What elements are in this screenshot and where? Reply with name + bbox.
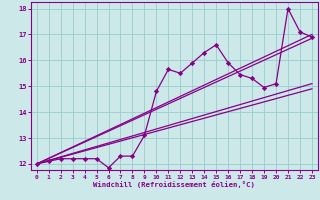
X-axis label: Windchill (Refroidissement éolien,°C): Windchill (Refroidissement éolien,°C) bbox=[93, 181, 255, 188]
